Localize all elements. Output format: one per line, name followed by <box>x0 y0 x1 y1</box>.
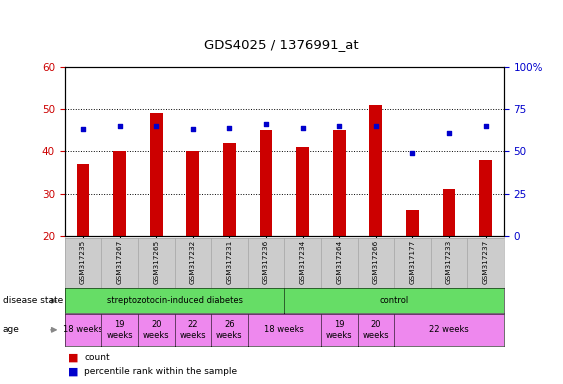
Bar <box>77 164 90 236</box>
Text: control: control <box>379 296 409 305</box>
Text: disease state: disease state <box>3 296 63 305</box>
Bar <box>479 160 492 236</box>
Bar <box>186 151 199 236</box>
Text: GSM317233: GSM317233 <box>446 240 452 285</box>
Text: GDS4025 / 1376991_at: GDS4025 / 1376991_at <box>204 38 359 51</box>
Text: count: count <box>84 353 110 362</box>
Text: GSM317177: GSM317177 <box>409 240 415 285</box>
Bar <box>113 151 126 236</box>
Text: ■: ■ <box>68 367 78 377</box>
Bar <box>223 143 236 236</box>
Text: ■: ■ <box>68 352 78 362</box>
Text: age: age <box>3 325 20 334</box>
Point <box>225 124 234 131</box>
Text: 20
weeks: 20 weeks <box>143 320 169 339</box>
Point <box>445 130 454 136</box>
Text: GSM317237: GSM317237 <box>482 240 489 285</box>
Text: GSM317265: GSM317265 <box>153 240 159 285</box>
Text: GSM317267: GSM317267 <box>117 240 123 285</box>
Point <box>188 126 197 132</box>
Point <box>334 123 343 129</box>
Text: 18 weeks: 18 weeks <box>265 325 304 334</box>
Point <box>298 124 307 131</box>
Point <box>481 123 490 129</box>
Bar <box>296 147 309 236</box>
Text: GSM317266: GSM317266 <box>373 240 379 285</box>
Bar <box>369 105 382 236</box>
Text: GSM317234: GSM317234 <box>300 240 306 285</box>
Bar <box>333 130 346 236</box>
Point <box>408 150 417 156</box>
Text: GSM317231: GSM317231 <box>226 240 233 285</box>
Bar <box>150 113 163 236</box>
Text: GSM317235: GSM317235 <box>80 240 86 285</box>
Point <box>79 126 88 132</box>
Point <box>261 121 270 127</box>
Point <box>372 123 381 129</box>
Text: percentile rank within the sample: percentile rank within the sample <box>84 367 238 376</box>
Text: 19
weeks: 19 weeks <box>106 320 133 339</box>
Text: 19
weeks: 19 weeks <box>326 320 352 339</box>
Point <box>115 123 124 129</box>
Text: 22 weeks: 22 weeks <box>429 325 469 334</box>
Bar <box>443 189 455 236</box>
Text: 18 weeks: 18 weeks <box>63 325 103 334</box>
Text: GSM317264: GSM317264 <box>336 240 342 285</box>
Text: GSM317232: GSM317232 <box>190 240 196 285</box>
Text: 20
weeks: 20 weeks <box>363 320 389 339</box>
Bar <box>406 210 419 236</box>
Bar <box>260 130 272 236</box>
Text: streptozotocin-induced diabetes: streptozotocin-induced diabetes <box>106 296 243 305</box>
Text: GSM317236: GSM317236 <box>263 240 269 285</box>
Text: 22
weeks: 22 weeks <box>180 320 206 339</box>
Point <box>152 123 161 129</box>
Text: 26
weeks: 26 weeks <box>216 320 243 339</box>
